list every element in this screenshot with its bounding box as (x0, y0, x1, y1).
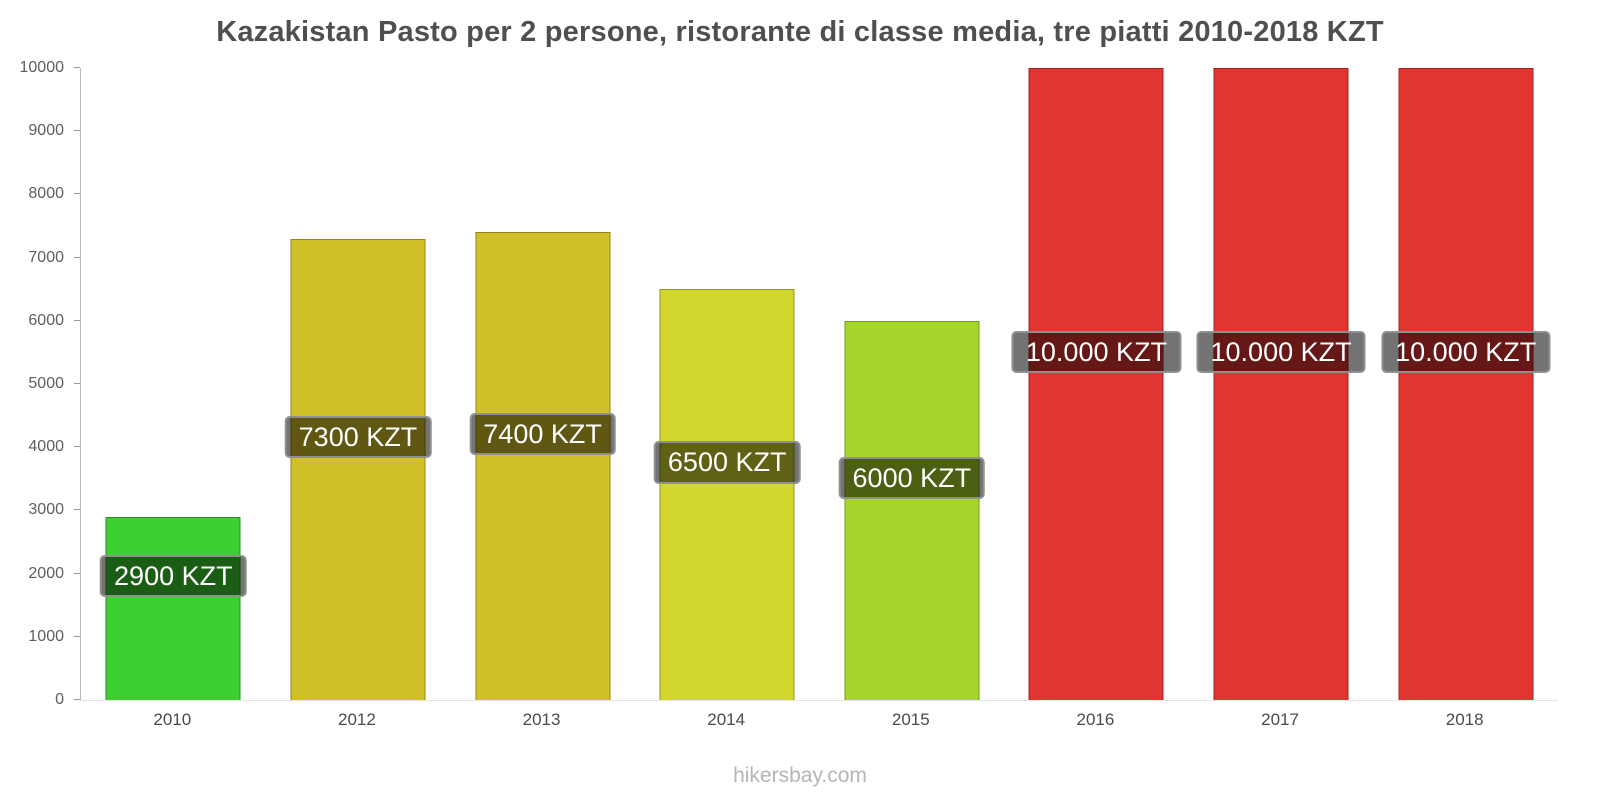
footer-link[interactable]: hikersbay.com (733, 764, 867, 787)
x-axis: 2010 2012 2013 2014 2015 2016 2017 2018 (80, 710, 1557, 730)
x-axis-label-2013: 2013 (522, 710, 561, 729)
y-tick-mark-4000 (74, 446, 80, 448)
bar-2014 (659, 289, 795, 700)
x-axis-label-2014: 2014 (707, 710, 746, 729)
y-tick-label-1000: 1000 (28, 627, 64, 645)
bar-slot-2012: 7300 KZT (266, 68, 451, 700)
bar-slot-2017: 10.000 KZT (1189, 68, 1374, 700)
x-axis-label-2010: 2010 (153, 710, 192, 729)
plot-area: 2900 KZT 7300 KZT 7400 KZT 6500 KZT 6000 KZT… (80, 68, 1558, 701)
bar-value-label-2012: 7300 KZT (284, 415, 432, 459)
x-axis-label-2018: 2018 (1445, 710, 1484, 729)
y-tick-label-2000: 2000 (28, 564, 64, 582)
bar-2016 (1028, 68, 1164, 700)
bar-2017 (1213, 68, 1349, 700)
y-tick-label-6000: 6000 (28, 311, 64, 329)
bar-slot-2016: 10.000 KZT (1004, 68, 1189, 700)
bar-slot-2015: 6000 KZT (820, 68, 1005, 700)
x-axis-label-2016: 2016 (1076, 710, 1115, 729)
bar-value-label-2010: 2900 KZT (100, 554, 247, 598)
y-tick-mark-8000 (74, 193, 80, 195)
bar-slot-2010: 2900 KZT (81, 68, 266, 700)
x-axis-label-2017: 2017 (1261, 710, 1299, 729)
y-tick-mark-3000 (74, 509, 80, 511)
y-tick-label-8000: 8000 (28, 185, 64, 203)
y-tick-mark-6000 (74, 319, 80, 321)
bar-value-label-2015: 6000 KZT (838, 457, 986, 500)
y-tick-mark-1000 (74, 635, 80, 637)
y-tick-label-0: 0 (55, 691, 64, 708)
y-tick-mark-2000 (74, 572, 80, 574)
x-axis-label-2012: 2012 (338, 710, 376, 729)
bar-slot-2018: 10.000 KZT (1373, 68, 1558, 700)
bar-value-label-2014: 6500 KZT (653, 441, 801, 484)
y-tick-mark-9000 (74, 130, 80, 132)
y-tick-mark-5000 (74, 383, 80, 384)
y-tick-mark-7000 (74, 256, 80, 258)
bar-2018 (1398, 68, 1534, 700)
bar-value-label-2016: 10.000 KZT (1011, 330, 1181, 373)
y-tick-label-5000: 5000 (28, 375, 64, 392)
y-tick-label-9000: 9000 (28, 122, 64, 140)
y-tick-label-10000: 10000 (19, 59, 65, 76)
x-axis-label-2015: 2015 (891, 710, 930, 729)
chart-title: Kazakistan Pasto per 2 persone, ristoran… (216, 16, 1384, 48)
bar-slot-2013: 7400 KZT (450, 68, 635, 700)
y-tick-mark-10000 (74, 67, 80, 68)
bar-2012 (290, 238, 426, 700)
bar-2010 (105, 516, 241, 700)
y-tick-label-7000: 7000 (28, 248, 64, 266)
y-tick-label-4000: 4000 (28, 438, 64, 456)
bar-2013 (475, 232, 611, 700)
bar-slot-2014: 6500 KZT (635, 68, 820, 700)
bar-value-label-2013: 7400 KZT (469, 412, 616, 456)
y-axis: 0 1000 2000 3000 4000 5000 6000 7000 8000 9000 100… (0, 59, 80, 708)
y-tick-label-3000: 3000 (28, 501, 64, 519)
bar-value-label-2017: 10.000 KZT (1196, 330, 1366, 373)
y-tick-mark-0 (74, 699, 80, 700)
bar-value-label-2018: 10.000 KZT (1381, 330, 1551, 373)
bar-2015 (844, 320, 980, 700)
